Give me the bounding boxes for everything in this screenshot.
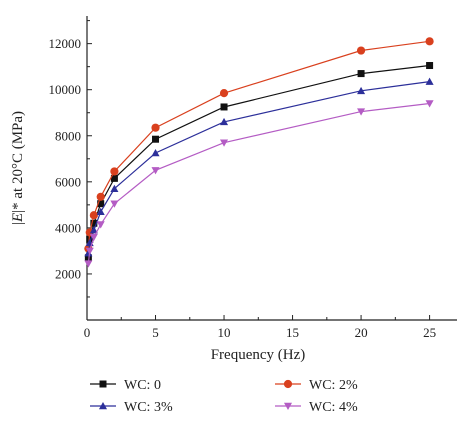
series-4-point bbox=[151, 167, 160, 175]
series-1-point bbox=[426, 62, 434, 70]
y-tick-label: 8000 bbox=[55, 128, 81, 143]
series-1 bbox=[84, 62, 434, 262]
series-1-point bbox=[84, 254, 92, 262]
legend-item: WC: 3% bbox=[90, 400, 173, 415]
x-tick-label: 25 bbox=[423, 325, 436, 340]
x-tick-label: 20 bbox=[355, 325, 368, 340]
legend-swatch-marker bbox=[283, 379, 293, 389]
series-4-point bbox=[84, 260, 93, 268]
series-2-point bbox=[110, 167, 119, 176]
series-3-point bbox=[96, 207, 105, 215]
series-2-point bbox=[356, 46, 366, 55]
series-3-point bbox=[220, 117, 229, 126]
series-2 bbox=[84, 37, 434, 253]
series-3-point bbox=[151, 149, 160, 157]
series-1-point bbox=[110, 174, 118, 182]
series-3-point bbox=[425, 77, 434, 85]
legend-label: WC: 4% bbox=[309, 400, 358, 415]
series-2-point bbox=[96, 192, 105, 201]
series-1-point bbox=[90, 219, 98, 227]
y-tick-label: 2000 bbox=[55, 266, 81, 281]
series-2-point bbox=[219, 89, 229, 98]
series-1-point bbox=[220, 103, 228, 111]
series-4-point bbox=[425, 100, 434, 108]
series-2-point bbox=[89, 211, 98, 220]
series-1-point bbox=[152, 135, 160, 143]
legend-swatch-marker bbox=[283, 402, 293, 411]
x-tick-label: 5 bbox=[152, 325, 159, 340]
y-axis-title: |E|* at 20°C (MPa) bbox=[10, 111, 26, 225]
series-3 bbox=[84, 77, 434, 257]
series-2-point bbox=[151, 123, 160, 132]
y-axis-title-prefix: | bbox=[10, 222, 26, 225]
legend-label: WC: 0 bbox=[124, 378, 161, 393]
legend-item: WC: 2% bbox=[275, 378, 358, 393]
series-1-point bbox=[97, 200, 105, 208]
series-4-point bbox=[96, 221, 105, 229]
series-4 bbox=[84, 100, 434, 268]
legend-swatch-marker bbox=[98, 401, 108, 410]
x-axis-title: Frequency (Hz) bbox=[211, 347, 306, 363]
series-2-line bbox=[87, 40, 430, 249]
series-2-point bbox=[425, 37, 434, 46]
plot-area: 2000 4000 6000 8000 10000 12000 0 5 10 15 20 25 bbox=[49, 16, 457, 340]
legend-item: WC: 0 bbox=[90, 378, 161, 393]
legend-item: WC: 4% bbox=[275, 400, 358, 415]
y-axis-title-suffix: |* at 20°C (MPa) bbox=[10, 111, 26, 213]
series-1-point bbox=[357, 70, 365, 78]
series-3-point bbox=[84, 249, 93, 257]
series-1-line bbox=[87, 64, 430, 258]
series-4-point bbox=[110, 200, 119, 208]
series-3-point bbox=[89, 226, 98, 234]
series-4-point bbox=[89, 233, 98, 242]
y-axis-title-variable: E bbox=[10, 213, 26, 223]
series-4-point bbox=[357, 108, 366, 116]
y-tick-label: 6000 bbox=[55, 174, 81, 189]
series-3-point bbox=[110, 184, 119, 192]
series-4-point bbox=[220, 139, 229, 147]
y-tick-label: 10000 bbox=[49, 82, 82, 97]
series-3-line bbox=[87, 81, 430, 254]
x-tick-label: 15 bbox=[286, 325, 299, 340]
series-4-point bbox=[85, 247, 94, 255]
series-3-point bbox=[357, 86, 366, 95]
series-4-line bbox=[87, 102, 430, 264]
y-tick-label: 12000 bbox=[49, 36, 82, 51]
y-tick-label: 4000 bbox=[55, 220, 81, 235]
legend-label: WC: 3% bbox=[124, 400, 173, 415]
x-tick-label: 0 bbox=[84, 325, 91, 340]
legend-swatch-marker bbox=[99, 380, 107, 388]
legend-label: WC: 2% bbox=[309, 378, 358, 393]
x-tick-label: 10 bbox=[218, 325, 231, 340]
legend: WC: 0 WC: 2% WC: 3% WC: 4% bbox=[90, 378, 358, 415]
